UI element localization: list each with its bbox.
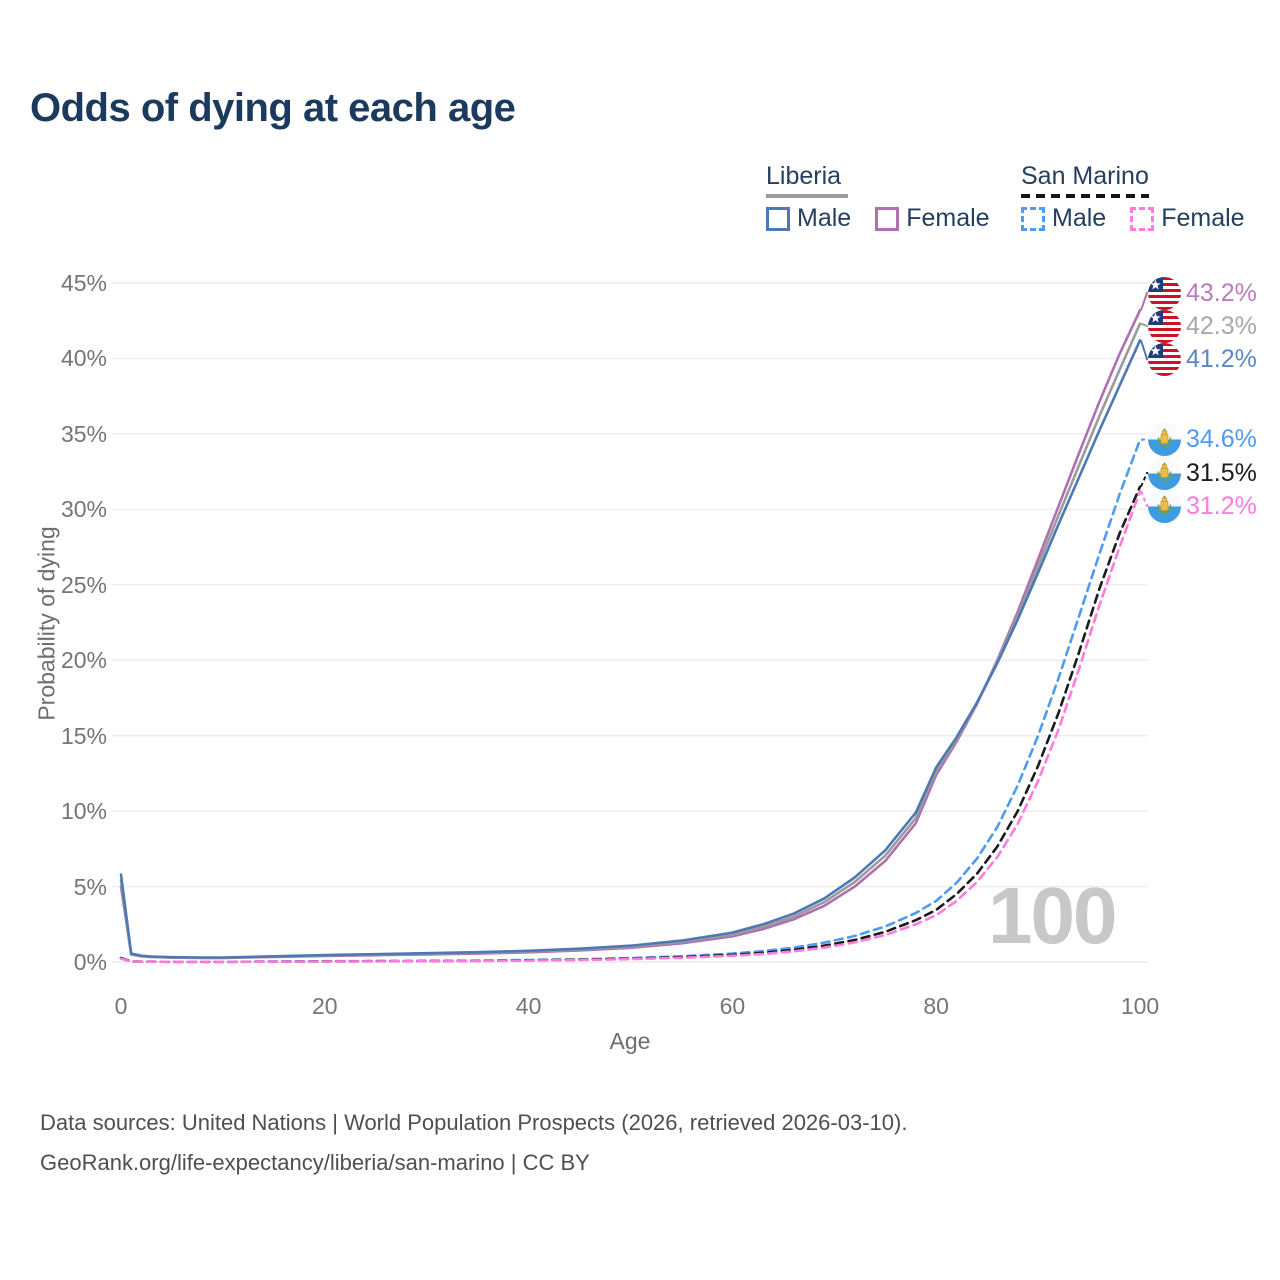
san-marino-male-swatch-icon xyxy=(1021,206,1045,231)
series-line-liberia xyxy=(119,322,1142,960)
series-line-san-marino-female xyxy=(119,489,1142,964)
liberia-female-swatch-icon xyxy=(875,206,900,231)
legend-item-label: Male xyxy=(1052,204,1107,232)
legend-item-label: Female xyxy=(1161,204,1245,232)
series-line-san-marino-male xyxy=(119,438,1142,964)
series-line-san-marino xyxy=(119,485,1142,964)
series-line-liberia-male xyxy=(119,338,1142,959)
legend-item-liberia-male[interactable]: Male xyxy=(766,204,851,233)
label-connector xyxy=(1140,292,1152,311)
legend-item-san-marino-female[interactable]: Female xyxy=(1130,204,1245,233)
legend-items-liberia: Male Female xyxy=(766,204,990,233)
label-connector xyxy=(1140,438,1152,441)
label-connector xyxy=(1140,322,1152,327)
legend-item-label: Female xyxy=(906,204,990,232)
legend-items-san-marino: Male Female xyxy=(1021,204,1245,233)
san-marino-female-swatch-icon xyxy=(1130,206,1155,231)
age-counter-watermark: 100 xyxy=(988,871,1117,960)
legend-item-liberia-female[interactable]: Female xyxy=(875,204,990,233)
liberia-male-swatch-icon xyxy=(766,206,790,231)
label-connector xyxy=(1140,339,1152,360)
label-connector xyxy=(1140,490,1152,507)
legend-item-label: Male xyxy=(797,204,852,232)
label-connector xyxy=(1140,472,1152,488)
legend-item-san-marino-male[interactable]: Male xyxy=(1021,204,1106,233)
